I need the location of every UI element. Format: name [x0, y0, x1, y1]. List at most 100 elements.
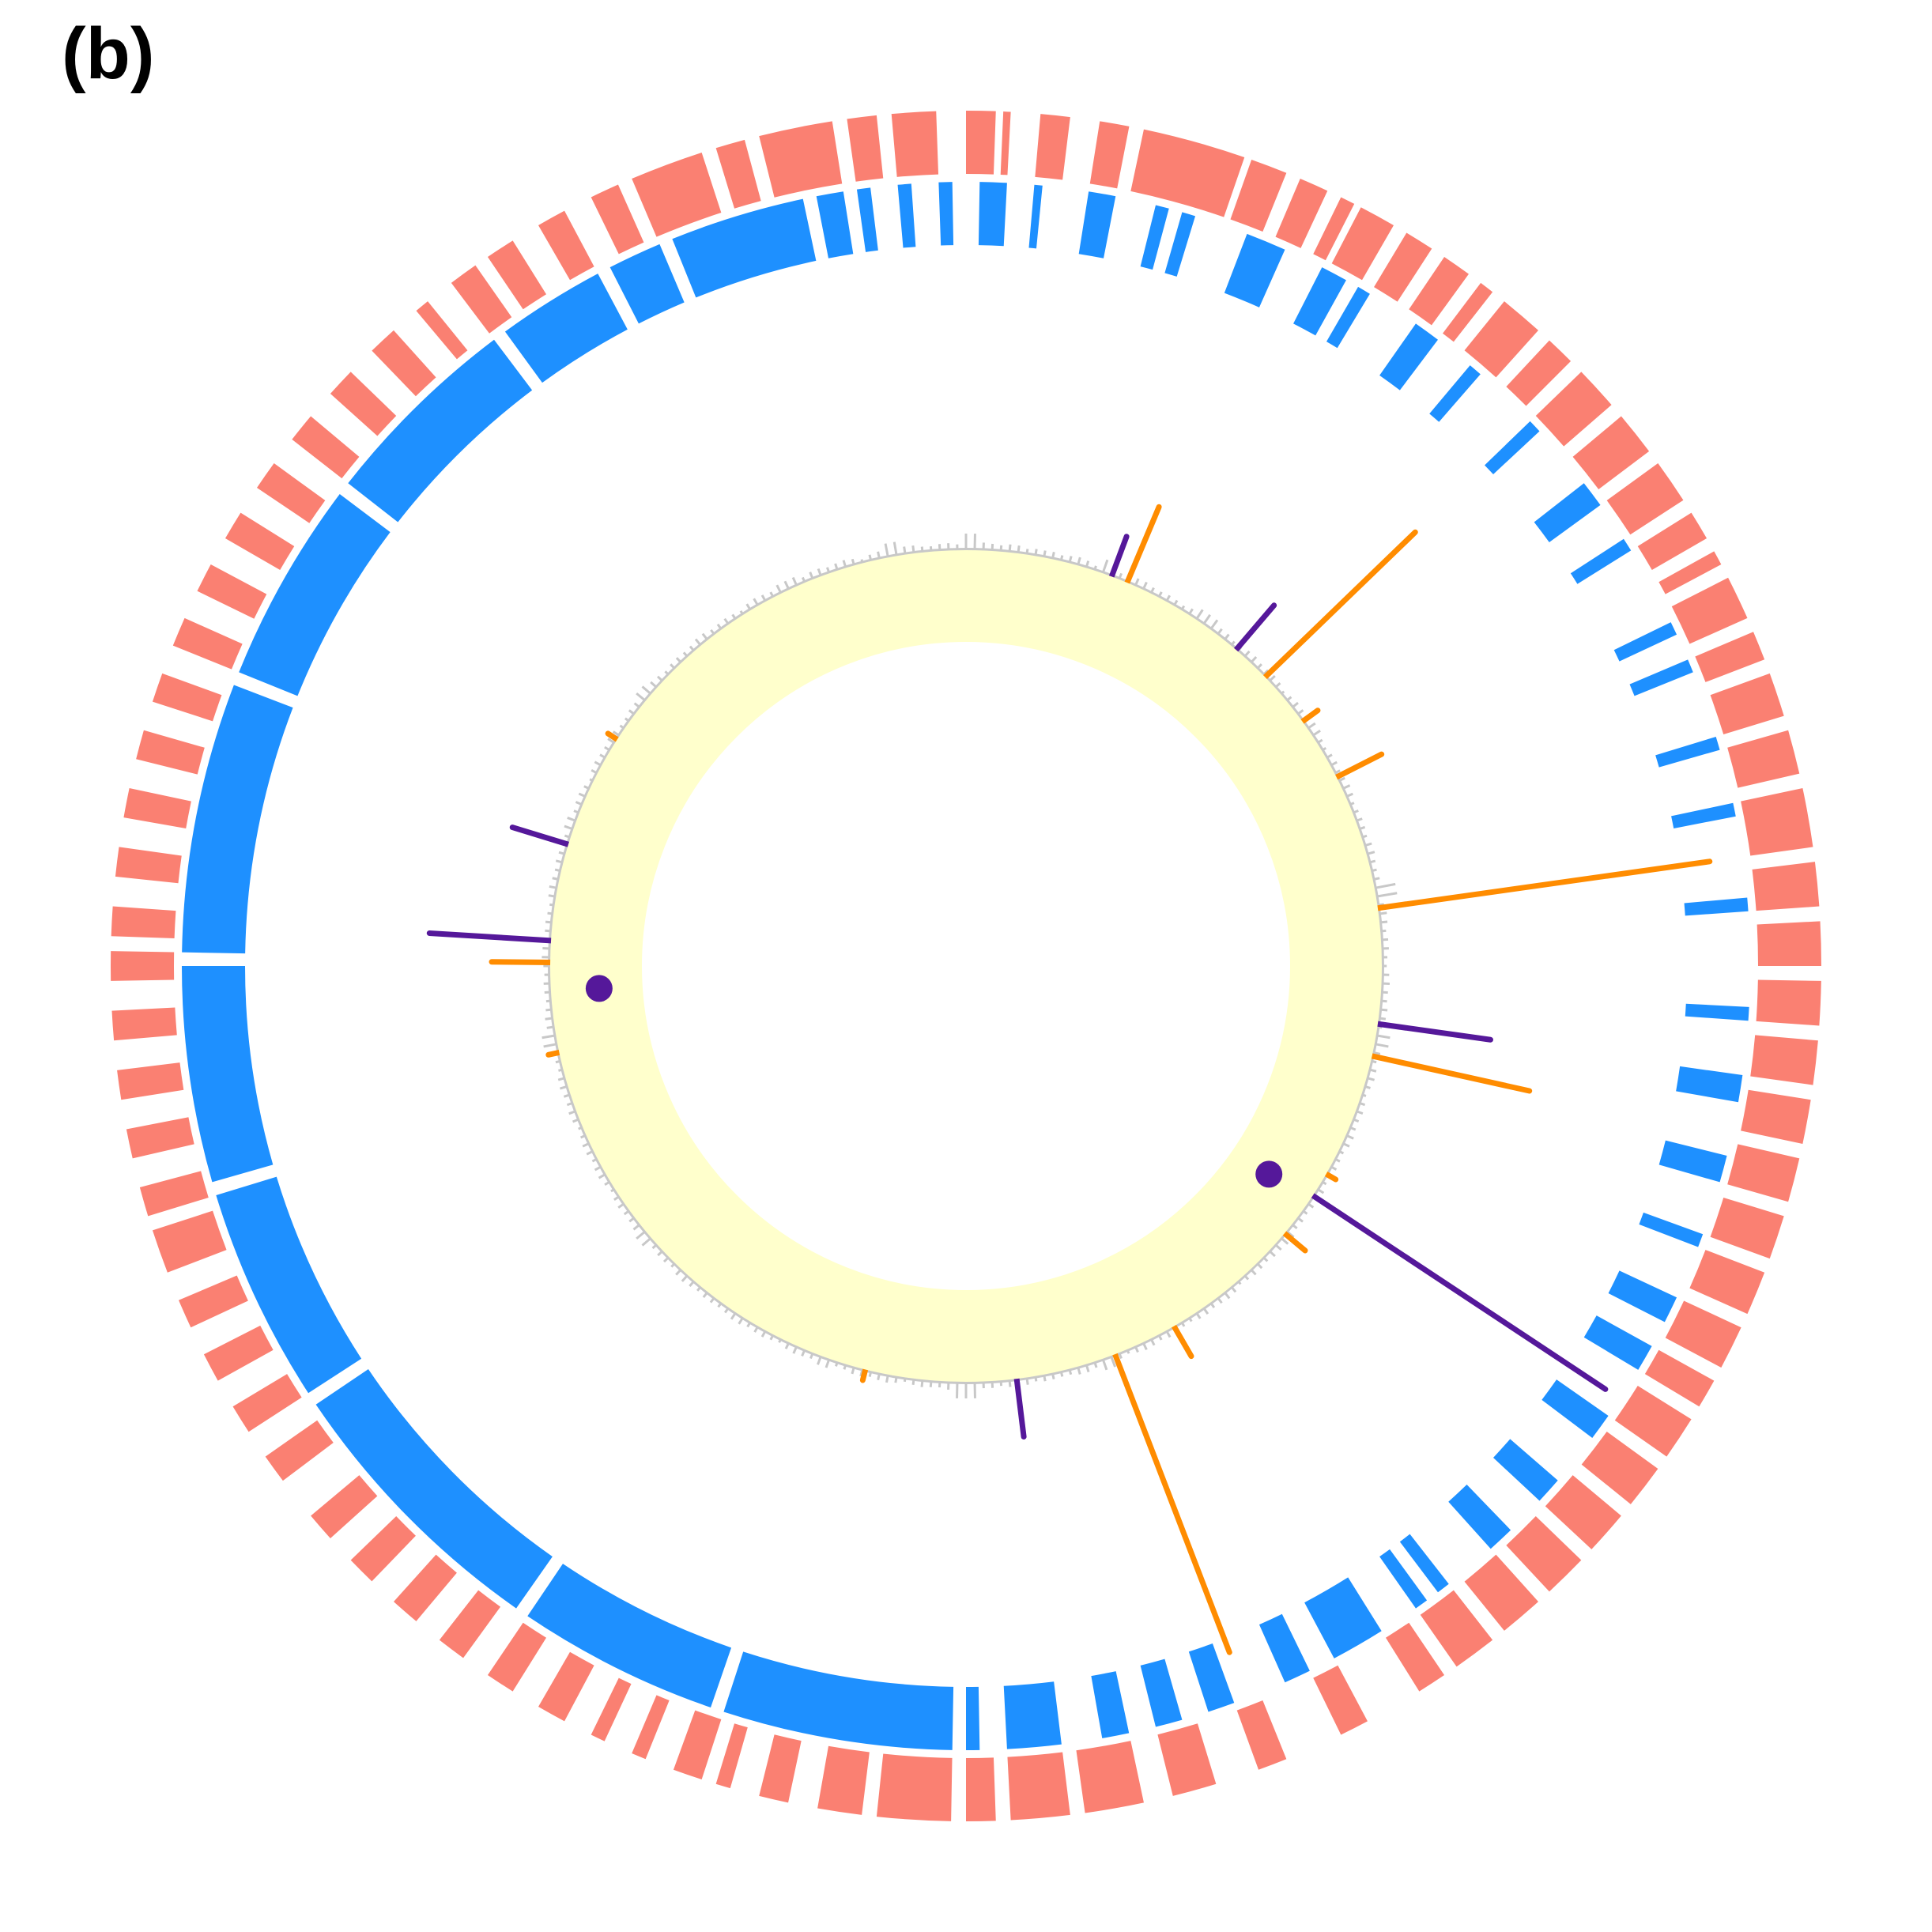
- outer-ring-segment: [1710, 1197, 1784, 1259]
- outer-ring-segment: [330, 372, 397, 436]
- outer-ring-segment: [1313, 197, 1355, 261]
- outer-ring-segment: [1545, 1475, 1621, 1549]
- inner-ring-segment: [672, 198, 817, 298]
- outer-ring-segment: [197, 564, 267, 619]
- inner-ring-segment: [816, 191, 854, 258]
- outer-ring-segment: [1506, 1516, 1582, 1592]
- outer-ring-segment: [1741, 1089, 1811, 1144]
- outer-ring-segment: [538, 210, 594, 281]
- outer-ring-segment: [110, 951, 175, 981]
- outer-ring-segment: [117, 1062, 184, 1100]
- spike-orange: [1123, 504, 1162, 591]
- outer-ring-segment: [1756, 979, 1821, 1026]
- outer-ring-segment: [487, 240, 547, 310]
- inner-ring-segment: [182, 966, 274, 1183]
- inner-ring-segment: [1293, 267, 1346, 336]
- inner-ring-segment: [1258, 1613, 1310, 1683]
- outer-ring-segment: [136, 730, 205, 775]
- outer-ring-segment: [1313, 1665, 1368, 1735]
- inner-ring-segment: [216, 1176, 362, 1394]
- outer-ring-segment: [966, 1757, 996, 1821]
- spike-purple: [1370, 1020, 1493, 1043]
- outer-ring-segment: [632, 1695, 670, 1760]
- inner-ring-segment: [1078, 191, 1116, 258]
- outer-ring-segment: [891, 111, 939, 177]
- outer-ring-segment: [1374, 232, 1432, 302]
- inner-ring-segment: [1028, 184, 1043, 249]
- outer-ring-segment: [1750, 1035, 1818, 1085]
- outer-ring-track: [110, 111, 1821, 1821]
- inner-ring-segment: [1379, 323, 1439, 391]
- marker-dot: [585, 975, 613, 1002]
- outer-ring-segment: [1606, 463, 1684, 535]
- outer-ring-segment: [1752, 862, 1820, 911]
- outer-ring-segment: [759, 121, 843, 198]
- outer-ring-segment: [1695, 632, 1765, 682]
- outer-ring-segment: [372, 330, 436, 397]
- inner-ring-track: [182, 182, 1749, 1750]
- outer-ring-segment: [1275, 179, 1328, 248]
- outer-ring-segment: [1385, 1622, 1445, 1692]
- outer-ring-segment: [439, 1590, 501, 1658]
- spike-orange: [1110, 1346, 1232, 1655]
- spike-purple: [1230, 602, 1277, 657]
- outer-ring-segment: [394, 1554, 457, 1621]
- outer-ring-segment: [673, 1710, 722, 1780]
- inner-ring-segment: [239, 493, 391, 696]
- inner-ring-segment: [504, 274, 628, 383]
- outer-ring-segment: [1007, 1752, 1070, 1821]
- spike-track: [426, 504, 1713, 1655]
- outer-ring-segment: [123, 788, 191, 829]
- inner-ring-segment: [1485, 421, 1540, 475]
- marker-track: [585, 975, 1283, 1188]
- spike-purple: [1013, 1371, 1027, 1440]
- outer-ring-segment: [847, 115, 884, 182]
- inner-ring-segment: [348, 339, 533, 523]
- inner-ring-segment: [1429, 365, 1481, 422]
- outer-ring-segment: [203, 1325, 274, 1381]
- inner-ring-segment: [856, 187, 878, 252]
- outer-ring-segment: [152, 673, 222, 722]
- outer-ring-segment: [416, 301, 468, 360]
- inner-ring-segment: [1140, 205, 1169, 270]
- outer-ring-segment: [1420, 1590, 1493, 1667]
- outer-ring-segment: [115, 847, 182, 884]
- outer-ring-segment: [1130, 129, 1245, 217]
- outer-ring-segment: [487, 1622, 547, 1692]
- outer-ring-segment: [1689, 1250, 1765, 1315]
- outer-ring-segment: [591, 184, 644, 255]
- spike-orange: [1364, 1052, 1533, 1094]
- inner-ring-segment: [723, 1651, 954, 1750]
- outer-ring-segment: [1727, 730, 1800, 788]
- histogram-bar: [1375, 892, 1398, 898]
- spike-orange: [489, 959, 558, 965]
- outer-ring-segment: [1614, 1385, 1692, 1457]
- spike-purple: [1107, 534, 1130, 584]
- histogram-bar: [1374, 882, 1396, 889]
- inner-ring-segment: [897, 183, 916, 248]
- spike-orange: [1277, 1227, 1308, 1254]
- outer-ring-segment: [126, 1117, 194, 1159]
- outer-ring-segment: [1658, 551, 1722, 594]
- outer-ring-segment: [1409, 256, 1469, 326]
- outer-ring-segment: [350, 1516, 416, 1582]
- inner-ring-segment: [1583, 1315, 1652, 1370]
- outer-ring-segment: [451, 265, 512, 334]
- histogram-bar: [1374, 1043, 1389, 1048]
- inner-ring-segment: [938, 182, 954, 246]
- inner-ring-segment: [182, 685, 293, 954]
- inner-ring-segment: [1399, 1534, 1449, 1593]
- outer-ring-segment: [1535, 372, 1612, 447]
- outer-ring-segment: [715, 1723, 748, 1789]
- outer-ring-segment: [1230, 160, 1287, 232]
- inner-ring-segment: [1570, 538, 1632, 584]
- outer-ring-segment: [759, 1734, 802, 1803]
- outer-ring-segment: [265, 1420, 334, 1481]
- spike-orange: [1258, 529, 1418, 684]
- outer-ring-segment: [1710, 673, 1784, 735]
- inner-ring-segment: [1655, 736, 1720, 768]
- outer-ring-segment: [1000, 111, 1011, 175]
- outer-ring-segment: [1757, 921, 1821, 966]
- outer-ring-segment: [1076, 1741, 1144, 1813]
- outer-ring-segment: [111, 906, 176, 939]
